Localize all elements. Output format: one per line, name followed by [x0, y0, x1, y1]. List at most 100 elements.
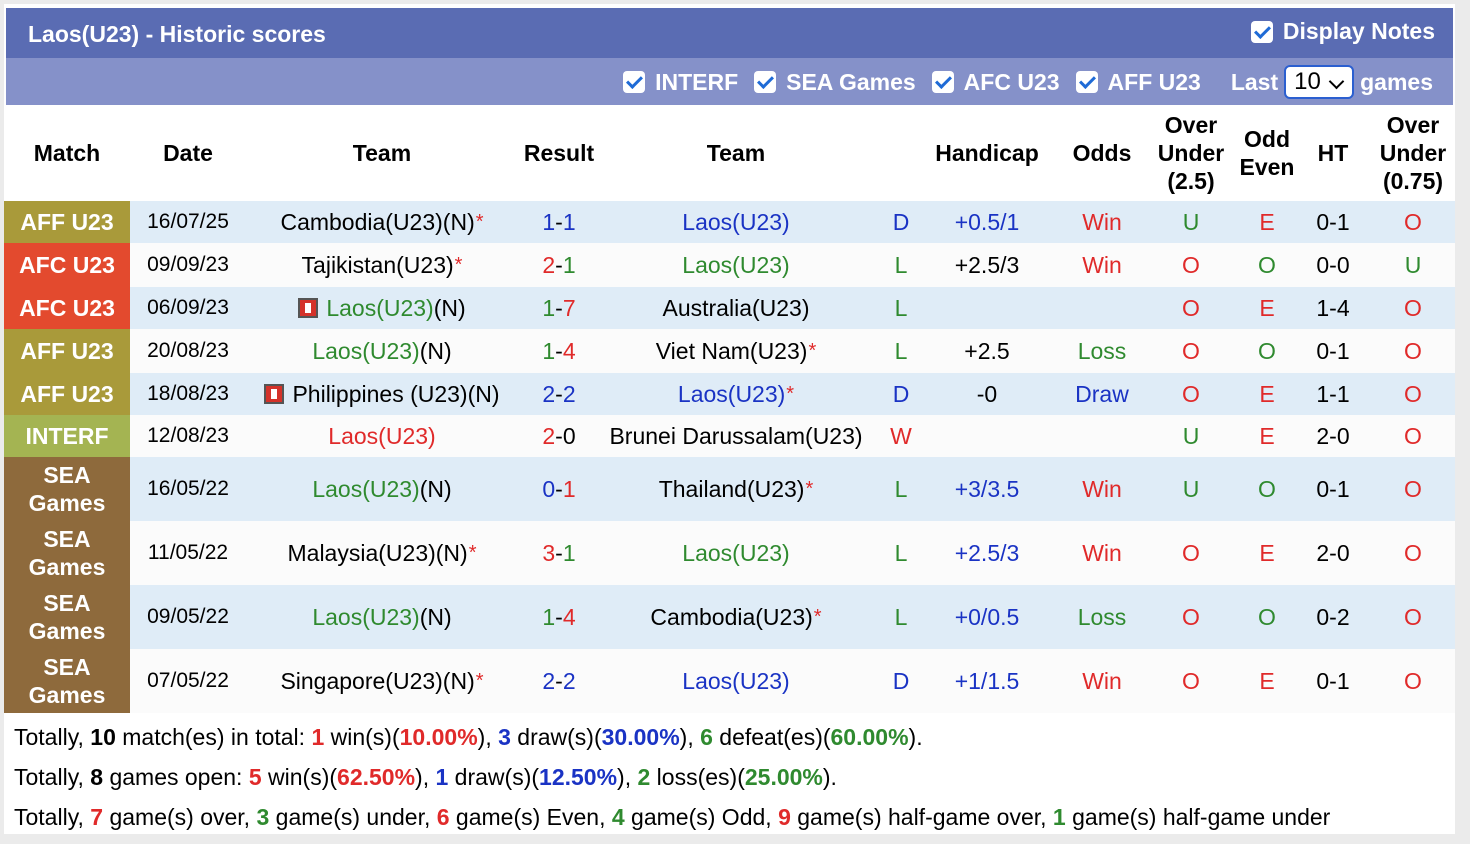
odd-even: O — [1258, 603, 1276, 630]
match-result[interactable]: 3-1 — [518, 521, 600, 585]
away-team[interactable]: Laos(U23) — [600, 243, 872, 287]
away-team[interactable]: Laos(U23) — [600, 201, 872, 243]
col-home-team[interactable]: Team — [352, 140, 412, 166]
away-team[interactable]: Viet Nam(U23) * — [600, 329, 872, 373]
col-handicap[interactable]: Handicap — [935, 140, 1039, 166]
home-team[interactable]: Tajikistan(U23) * — [246, 243, 518, 287]
col-over-under-25[interactable]: Over Under (2.5) — [1157, 112, 1225, 194]
home-team[interactable]: Laos(U23) (N) — [246, 329, 518, 373]
home-team-name[interactable]: Singapore(U23)(N) — [280, 667, 475, 694]
col-ht[interactable]: HT — [1317, 140, 1349, 166]
away-team[interactable]: Laos(U23) — [600, 521, 872, 585]
away-team-name[interactable]: Laos(U23) — [677, 380, 786, 407]
league-badge[interactable]: AFF U23 — [4, 201, 130, 243]
filter-bar: INTERF SEA Games AFC U23 AFF U23 Last 10… — [6, 58, 1453, 105]
home-team-name[interactable]: Laos(U23) — [312, 475, 420, 502]
match-result[interactable]: 2-2 — [518, 649, 600, 713]
away-team[interactable]: Brunei Darussalam(U23) — [600, 415, 872, 457]
filter-aff-u23-checkbox[interactable] — [1075, 71, 1098, 93]
handicap-value: +1/1.5 — [954, 667, 1020, 694]
summary-segment: Totally, — [14, 804, 91, 830]
filter-interf-checkbox[interactable] — [623, 71, 646, 93]
col-odds[interactable]: Odds — [1072, 140, 1132, 166]
home-team[interactable]: Philippines (U23)(N) — [246, 373, 518, 415]
away-score: 1 — [562, 475, 576, 502]
summary-segment: 1 — [311, 724, 325, 750]
display-notes-toggle[interactable]: Display Notes — [1250, 18, 1435, 45]
col-result[interactable]: Result — [523, 140, 595, 166]
home-team[interactable]: Cambodia(U23)(N) * — [246, 201, 518, 243]
filter-sea-games-checkbox[interactable] — [754, 71, 777, 93]
last-label: Last — [1230, 68, 1279, 95]
home-team-name[interactable]: Tajikistan(U23) — [301, 251, 454, 278]
away-team-name[interactable]: Laos(U23) — [682, 208, 790, 235]
filter-afc-u23-checkbox[interactable] — [931, 71, 954, 93]
away-team-name[interactable]: Laos(U23) — [682, 539, 790, 566]
display-notes-checkbox[interactable] — [1250, 20, 1273, 43]
red-card-icon — [298, 298, 319, 318]
home-score: 1 — [542, 603, 556, 630]
over-under-25: O — [1182, 294, 1200, 321]
away-team-name[interactable]: Brunei Darussalam(U23) — [609, 422, 863, 449]
match-result[interactable]: 1-1 — [518, 201, 600, 243]
odds-result: Draw — [1075, 380, 1129, 407]
home-team[interactable]: Singapore(U23)(N) * — [246, 649, 518, 713]
away-team-name[interactable]: Cambodia(U23) — [650, 603, 813, 630]
filter-afc-u23[interactable]: AFC U23 — [931, 69, 1060, 96]
filter-aff-u23[interactable]: AFF U23 — [1075, 69, 1201, 96]
away-team[interactable]: Laos(U23) * — [600, 373, 872, 415]
match-result[interactable]: 2-2 — [518, 373, 600, 415]
away-team-name[interactable]: Viet Nam(U23) — [655, 337, 808, 364]
league-badge[interactable]: AFC U23 — [4, 287, 130, 329]
home-team-name[interactable]: Malaysia(U23)(N) — [287, 539, 468, 566]
league-badge[interactable]: AFF U23 — [4, 373, 130, 415]
match-date: 18/08/23 — [147, 382, 229, 405]
league-badge[interactable]: SEA Games — [4, 585, 130, 649]
win-draw-loss: L — [894, 539, 908, 566]
col-date[interactable]: Date — [163, 140, 213, 166]
away-team[interactable]: Thailand(U23) * — [600, 457, 872, 521]
historic-scores-panel: Laos(U23) - Historic scores Display Note… — [4, 4, 1455, 834]
col-match[interactable]: Match — [33, 140, 101, 166]
away-team-name[interactable]: Laos(U23) — [682, 251, 790, 278]
over-under-25: O — [1182, 603, 1200, 630]
match-result[interactable]: 0-1 — [518, 457, 600, 521]
home-team-name[interactable]: Laos(U23) — [326, 294, 434, 321]
league-badge[interactable]: INTERF — [4, 415, 130, 457]
home-team-name[interactable]: Cambodia(U23)(N) — [280, 208, 475, 235]
away-team[interactable]: Australia(U23) — [600, 287, 872, 329]
home-team-name[interactable]: Laos(U23) — [312, 603, 420, 630]
match-result[interactable]: 1-4 — [518, 329, 600, 373]
home-team-name[interactable]: Philippines (U23)(N) — [292, 380, 500, 407]
odds-result: Loss — [1077, 337, 1127, 364]
over-under-075: O — [1404, 475, 1422, 502]
match-result[interactable]: 2-0 — [518, 415, 600, 457]
col-away-team[interactable]: Team — [706, 140, 766, 166]
league-badge[interactable]: AFF U23 — [4, 329, 130, 373]
col-odd-even[interactable]: Odd Even — [1239, 126, 1295, 180]
away-team-name[interactable]: Australia(U23) — [662, 294, 810, 321]
col-over-under-075[interactable]: Over Under (0.75) — [1379, 112, 1447, 194]
match-result[interactable]: 1-4 — [518, 585, 600, 649]
home-team[interactable]: Laos(U23) (N) — [246, 585, 518, 649]
filter-sea-games[interactable]: SEA Games — [754, 69, 916, 96]
away-team[interactable]: Laos(U23) — [600, 649, 872, 713]
league-badge[interactable]: SEA Games — [4, 521, 130, 585]
home-team[interactable]: Laos(U23) (N) — [246, 457, 518, 521]
last-games-select[interactable]: 10 — [1284, 65, 1355, 99]
home-team[interactable]: Laos(U23) (N) — [246, 287, 518, 329]
home-score: 2 — [542, 251, 556, 278]
home-team-name[interactable]: Laos(U23) — [328, 422, 436, 449]
home-team[interactable]: Malaysia(U23)(N) * — [246, 521, 518, 585]
match-result[interactable]: 1-7 — [518, 287, 600, 329]
match-result[interactable]: 2-1 — [518, 243, 600, 287]
home-team-name[interactable]: Laos(U23) — [312, 337, 420, 364]
league-badge[interactable]: AFC U23 — [4, 243, 130, 287]
filter-interf[interactable]: INTERF — [623, 69, 738, 96]
away-team-name[interactable]: Laos(U23) — [682, 667, 790, 694]
home-team[interactable]: Laos(U23) — [246, 415, 518, 457]
league-badge[interactable]: SEA Games — [4, 649, 130, 713]
league-badge[interactable]: SEA Games — [4, 457, 130, 521]
away-team[interactable]: Cambodia(U23) * — [600, 585, 872, 649]
away-team-name[interactable]: Thailand(U23) — [658, 475, 805, 502]
